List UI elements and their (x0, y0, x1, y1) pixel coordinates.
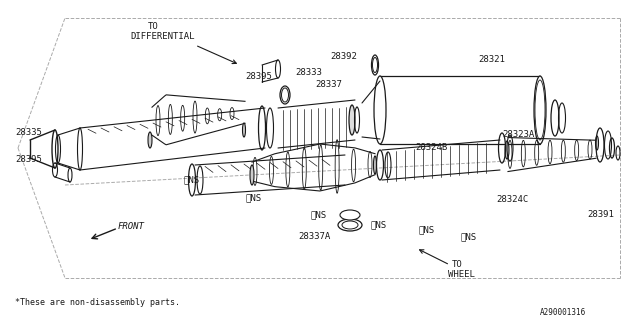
Text: ※NS: ※NS (183, 175, 199, 184)
Text: 28324C: 28324C (496, 195, 528, 204)
Text: *These are non-disassembly parts.: *These are non-disassembly parts. (15, 298, 180, 307)
Text: 28395: 28395 (15, 155, 42, 164)
Text: 28335: 28335 (15, 128, 42, 137)
Ellipse shape (595, 136, 598, 150)
Text: ※NS: ※NS (370, 220, 386, 229)
Text: 28333: 28333 (295, 68, 322, 77)
Ellipse shape (534, 76, 546, 144)
Text: 28337A: 28337A (298, 232, 330, 241)
Text: 28321: 28321 (478, 55, 505, 64)
Text: 28324B: 28324B (415, 143, 447, 152)
Text: 28323A: 28323A (502, 130, 534, 139)
Text: ※NS: ※NS (418, 225, 434, 234)
Ellipse shape (338, 219, 362, 231)
Ellipse shape (340, 210, 360, 220)
Ellipse shape (374, 156, 376, 174)
Ellipse shape (243, 123, 246, 137)
Ellipse shape (505, 141, 509, 159)
Text: TO: TO (148, 22, 159, 31)
Text: ※NS: ※NS (460, 232, 476, 241)
Text: ※NS: ※NS (245, 193, 261, 202)
Ellipse shape (374, 76, 386, 144)
Text: ※NS: ※NS (310, 210, 326, 219)
Ellipse shape (250, 165, 254, 185)
Text: 28395: 28395 (245, 72, 272, 81)
Text: DIFFERENTIAL: DIFFERENTIAL (130, 32, 195, 41)
Text: TO: TO (452, 260, 463, 269)
Text: A290001316: A290001316 (540, 308, 586, 317)
Text: WHEEL: WHEEL (448, 270, 475, 279)
Ellipse shape (349, 105, 355, 135)
Ellipse shape (148, 132, 152, 148)
Text: 28392: 28392 (330, 52, 357, 61)
Text: 28337: 28337 (315, 80, 342, 89)
Text: FRONT: FRONT (118, 222, 145, 231)
Text: 28391: 28391 (587, 210, 614, 219)
